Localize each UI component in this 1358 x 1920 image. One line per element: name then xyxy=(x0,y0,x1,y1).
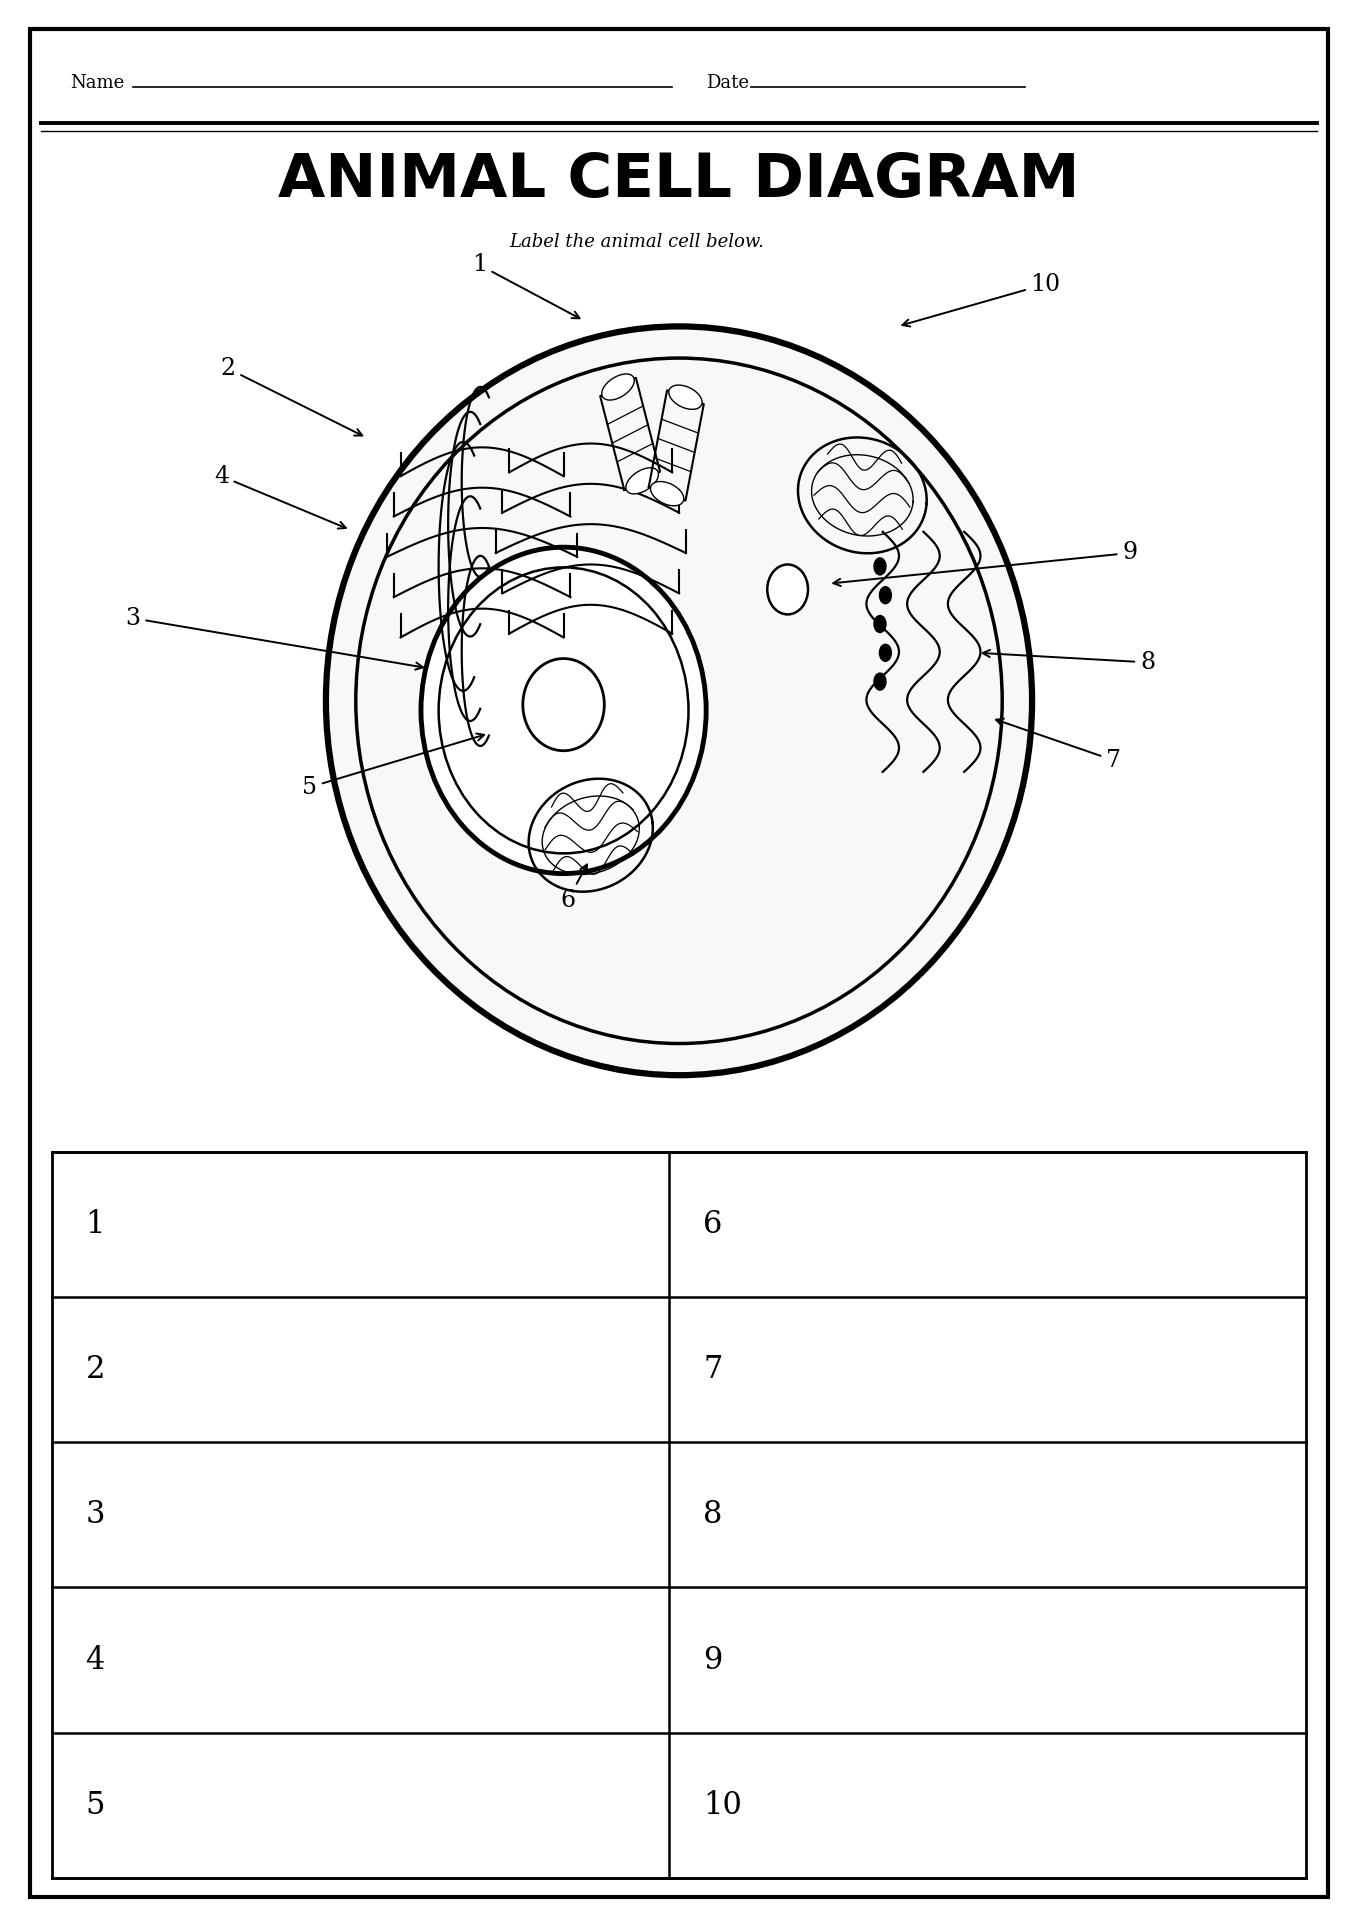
Ellipse shape xyxy=(668,386,702,409)
Text: 9: 9 xyxy=(834,541,1138,586)
Ellipse shape xyxy=(523,659,604,751)
Text: 3: 3 xyxy=(86,1500,105,1530)
Ellipse shape xyxy=(767,564,808,614)
Text: 9: 9 xyxy=(703,1645,722,1676)
Text: 2: 2 xyxy=(220,357,363,436)
Text: 2: 2 xyxy=(86,1354,105,1384)
Circle shape xyxy=(880,588,891,605)
Ellipse shape xyxy=(421,547,706,874)
Text: 8: 8 xyxy=(703,1500,722,1530)
Text: 7: 7 xyxy=(995,718,1122,772)
Text: 10: 10 xyxy=(903,273,1061,326)
Text: 4: 4 xyxy=(213,465,346,528)
Circle shape xyxy=(875,614,885,634)
Text: 1: 1 xyxy=(86,1210,105,1240)
Text: 5: 5 xyxy=(86,1789,105,1820)
Ellipse shape xyxy=(602,374,634,399)
Ellipse shape xyxy=(626,468,659,493)
Text: 1: 1 xyxy=(471,253,580,319)
Text: ANIMAL CELL DIAGRAM: ANIMAL CELL DIAGRAM xyxy=(278,152,1080,209)
Text: Date: Date xyxy=(706,73,750,92)
Text: 4: 4 xyxy=(86,1645,105,1676)
Circle shape xyxy=(875,557,885,576)
Text: 8: 8 xyxy=(983,649,1156,674)
Circle shape xyxy=(880,643,891,660)
Text: Label the animal cell below.: Label the animal cell below. xyxy=(509,232,765,252)
Ellipse shape xyxy=(650,482,684,505)
Bar xyxy=(52,1152,1306,1878)
Text: 3: 3 xyxy=(125,607,422,670)
Circle shape xyxy=(875,672,885,691)
Text: 7: 7 xyxy=(703,1354,722,1384)
Text: 6: 6 xyxy=(559,864,587,912)
Text: 6: 6 xyxy=(703,1210,722,1240)
Text: Name: Name xyxy=(71,73,125,92)
Text: 10: 10 xyxy=(703,1789,743,1820)
Ellipse shape xyxy=(326,326,1032,1075)
Text: 5: 5 xyxy=(301,733,485,799)
